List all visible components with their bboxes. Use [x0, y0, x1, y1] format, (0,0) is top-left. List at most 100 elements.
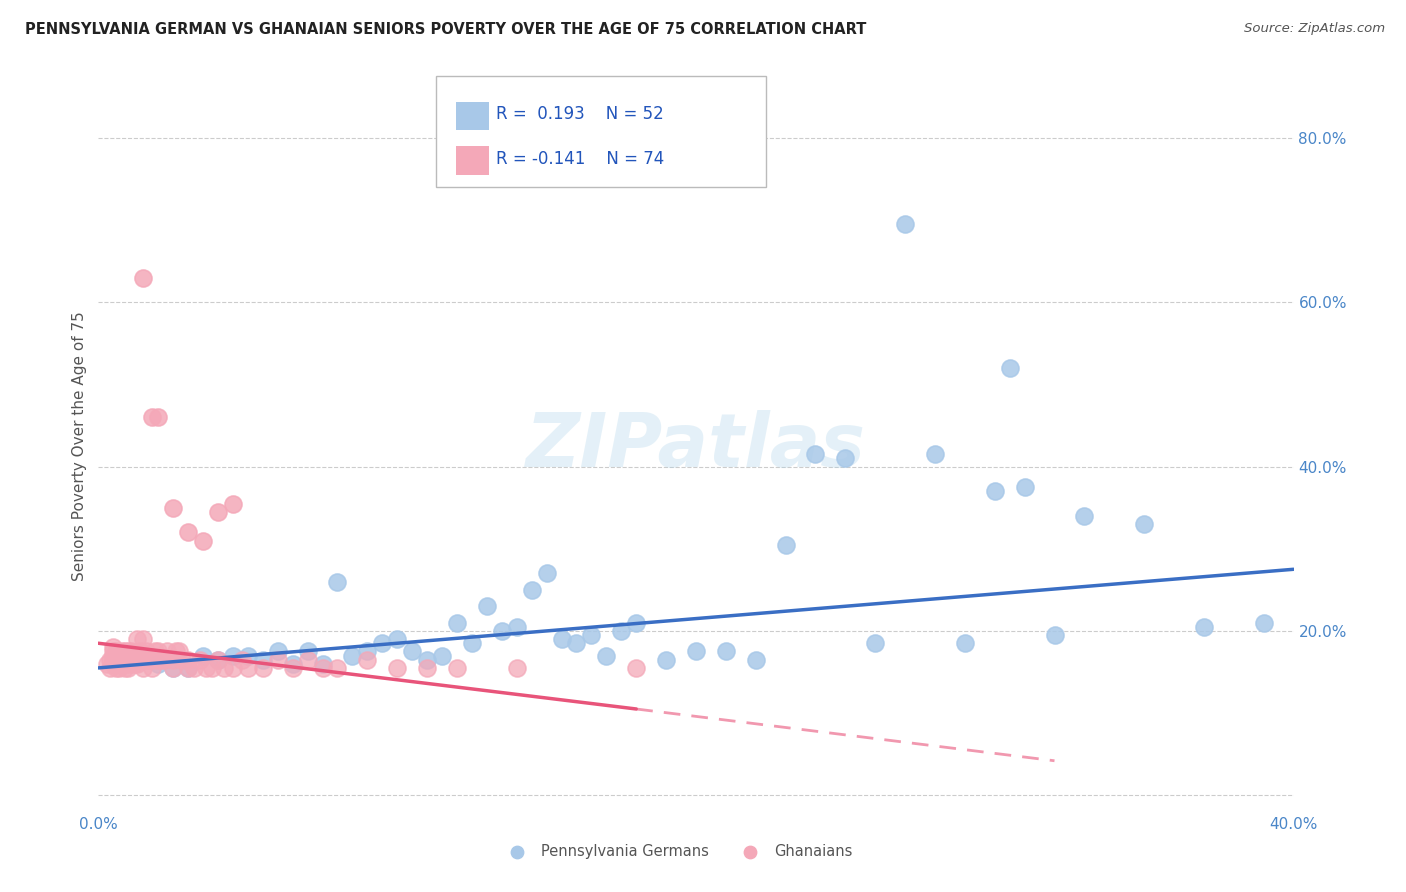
Point: [148, 653, 170, 667]
Point: [252, 661, 274, 675]
Point: [195, 661, 218, 675]
Point: [177, 525, 200, 540]
Point: [177, 661, 200, 675]
Point: [105, 644, 128, 658]
Point: [581, 628, 603, 642]
Point: [148, 410, 170, 425]
Point: [1253, 615, 1275, 630]
Point: [132, 632, 155, 647]
Point: [132, 653, 155, 667]
Point: [127, 653, 149, 667]
Point: [135, 653, 157, 667]
Point: [103, 653, 125, 667]
Point: [103, 657, 125, 671]
Point: [775, 538, 797, 552]
Point: [475, 599, 498, 614]
Point: [188, 653, 211, 667]
Point: [191, 533, 214, 548]
Point: [120, 644, 142, 658]
Point: [105, 661, 128, 675]
Point: [114, 644, 136, 658]
Point: [536, 566, 558, 581]
Point: [520, 582, 543, 597]
Point: [1043, 628, 1066, 642]
Point: [124, 648, 146, 663]
Point: [114, 653, 136, 667]
Text: Source: ZipAtlas.com: Source: ZipAtlas.com: [1244, 22, 1385, 36]
Point: [103, 644, 125, 658]
Point: [1192, 620, 1215, 634]
Point: [1014, 480, 1036, 494]
Point: [207, 653, 229, 667]
Point: [222, 496, 245, 510]
Point: [446, 615, 468, 630]
Point: [117, 657, 139, 671]
Point: [595, 648, 617, 663]
Point: [311, 661, 333, 675]
Point: [162, 500, 184, 515]
Point: [117, 653, 139, 667]
Point: [191, 648, 214, 663]
Point: [565, 636, 588, 650]
Point: [172, 653, 194, 667]
Point: [148, 644, 170, 658]
Point: [506, 661, 529, 675]
Point: [108, 657, 131, 671]
Point: [311, 657, 333, 671]
Point: [326, 661, 349, 675]
Point: [108, 661, 131, 675]
Point: [865, 636, 887, 650]
Point: [401, 644, 423, 658]
Point: [714, 644, 737, 658]
Point: [236, 648, 259, 663]
Point: [207, 653, 229, 667]
Point: [281, 657, 304, 671]
Point: [626, 661, 648, 675]
Point: [138, 653, 160, 667]
Point: [550, 632, 572, 647]
Point: [162, 661, 184, 675]
Point: [610, 624, 633, 638]
Point: [984, 484, 1007, 499]
Point: [114, 661, 136, 675]
Point: [1133, 833, 1156, 847]
Point: [105, 653, 128, 667]
Point: [385, 661, 409, 675]
Text: R =  0.193    N = 52: R = 0.193 N = 52: [496, 105, 664, 123]
Point: [141, 653, 163, 667]
Y-axis label: Seniors Poverty Over the Age of 75: Seniors Poverty Over the Age of 75: [72, 311, 87, 581]
Point: [153, 653, 176, 667]
Point: [252, 653, 274, 667]
Point: [162, 661, 184, 675]
Point: [461, 636, 484, 650]
Point: [953, 636, 976, 650]
Point: [342, 648, 364, 663]
Point: [834, 451, 856, 466]
Point: [894, 217, 917, 231]
Point: [655, 653, 678, 667]
Point: [135, 644, 157, 658]
Point: [108, 648, 131, 663]
Point: [127, 657, 149, 671]
Point: [491, 624, 513, 638]
Point: [356, 653, 378, 667]
Point: [162, 653, 184, 667]
Point: [177, 653, 200, 667]
Point: [1133, 517, 1156, 532]
Point: [148, 657, 170, 671]
Text: R = -0.141    N = 74: R = -0.141 N = 74: [496, 150, 665, 168]
Point: [231, 653, 253, 667]
Point: [183, 661, 205, 675]
Point: [506, 620, 529, 634]
Point: [167, 644, 190, 658]
Point: [385, 632, 409, 647]
Point: [103, 648, 125, 663]
Point: [207, 505, 229, 519]
Point: [117, 644, 139, 658]
Point: [416, 661, 439, 675]
Point: [132, 270, 155, 285]
Point: [98, 653, 122, 667]
Point: [297, 644, 319, 658]
Point: [165, 644, 187, 658]
Point: [356, 644, 378, 658]
